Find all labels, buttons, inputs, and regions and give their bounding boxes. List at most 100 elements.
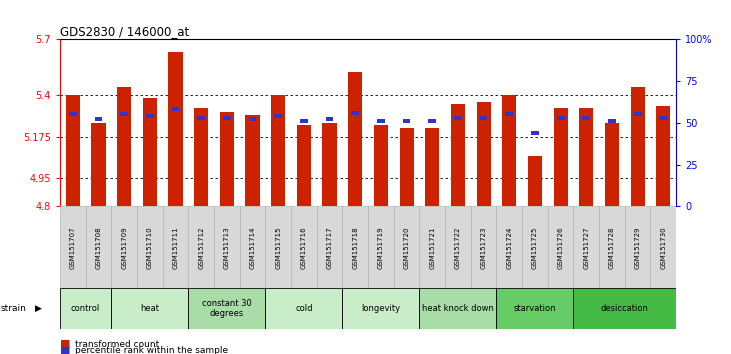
Bar <box>420 206 445 288</box>
Bar <box>553 108 568 206</box>
Bar <box>60 206 86 288</box>
Text: GSM151716: GSM151716 <box>301 226 307 269</box>
Text: heat: heat <box>140 304 159 313</box>
Bar <box>557 116 564 120</box>
Text: GSM151710: GSM151710 <box>147 226 153 269</box>
Bar <box>66 95 80 206</box>
Text: GSM151724: GSM151724 <box>507 226 512 269</box>
Text: GSM151723: GSM151723 <box>480 226 487 269</box>
Text: transformed count: transformed count <box>75 339 159 349</box>
Text: starvation: starvation <box>514 304 556 313</box>
Text: GSM151730: GSM151730 <box>660 226 667 269</box>
Bar <box>368 206 394 288</box>
Text: GSM151707: GSM151707 <box>69 226 76 269</box>
Bar <box>631 87 645 206</box>
Bar <box>583 116 590 120</box>
Bar <box>352 110 359 115</box>
Bar <box>477 102 491 206</box>
Bar <box>265 206 291 288</box>
Bar <box>94 117 102 121</box>
Bar <box>60 288 111 329</box>
Bar <box>428 119 436 123</box>
Bar <box>634 112 642 116</box>
Text: GSM151711: GSM151711 <box>173 226 178 269</box>
Text: heat knock down: heat knock down <box>422 304 494 313</box>
Bar <box>117 87 131 206</box>
Bar <box>454 116 462 120</box>
Text: GSM151714: GSM151714 <box>249 226 256 269</box>
Bar <box>531 131 539 135</box>
Text: GSM151721: GSM151721 <box>429 226 435 269</box>
Bar <box>400 128 414 206</box>
Bar <box>496 288 574 329</box>
Bar <box>271 95 285 206</box>
Bar <box>420 288 496 329</box>
Text: ▶: ▶ <box>35 304 42 313</box>
Bar <box>143 98 157 206</box>
Text: GSM151718: GSM151718 <box>352 226 358 269</box>
Bar <box>274 114 282 118</box>
Bar <box>656 106 670 206</box>
Bar <box>297 125 311 206</box>
Bar <box>162 206 189 288</box>
Bar <box>249 117 257 121</box>
Text: longevity: longevity <box>361 304 401 313</box>
Text: GSM151715: GSM151715 <box>275 226 281 269</box>
Text: percentile rank within the sample: percentile rank within the sample <box>75 346 227 354</box>
Bar <box>137 206 162 288</box>
Bar <box>502 95 516 206</box>
Bar <box>194 108 208 206</box>
Bar <box>342 288 420 329</box>
Bar <box>659 116 667 120</box>
Bar <box>111 288 189 329</box>
Bar <box>574 206 599 288</box>
Bar <box>300 119 308 123</box>
Bar <box>291 206 317 288</box>
Bar <box>625 206 651 288</box>
Text: GSM151727: GSM151727 <box>583 226 589 269</box>
Bar <box>374 125 388 206</box>
Text: control: control <box>71 304 100 313</box>
Bar <box>651 206 676 288</box>
Bar <box>322 123 336 206</box>
Text: GSM151719: GSM151719 <box>378 226 384 269</box>
Bar <box>445 206 471 288</box>
Bar <box>86 206 111 288</box>
Text: GSM151720: GSM151720 <box>404 226 409 269</box>
Bar <box>69 112 77 116</box>
Bar <box>574 288 676 329</box>
Text: desiccation: desiccation <box>601 304 648 313</box>
Text: GDS2830 / 146000_at: GDS2830 / 146000_at <box>60 25 189 38</box>
Bar <box>317 206 342 288</box>
Bar <box>246 115 260 206</box>
Text: ■: ■ <box>60 339 70 349</box>
Bar <box>496 206 522 288</box>
Text: strain: strain <box>1 304 26 313</box>
Text: GSM151726: GSM151726 <box>558 226 564 269</box>
Bar <box>451 104 465 206</box>
Bar <box>197 116 205 120</box>
Bar <box>480 116 488 120</box>
Bar <box>608 119 616 123</box>
Bar <box>471 206 496 288</box>
Bar <box>528 156 542 206</box>
Bar <box>240 206 265 288</box>
Text: cold: cold <box>295 304 313 313</box>
Text: constant 30
degrees: constant 30 degrees <box>202 299 251 319</box>
Text: GSM151713: GSM151713 <box>224 226 230 269</box>
Bar <box>425 128 439 206</box>
Bar <box>505 112 513 116</box>
Bar <box>168 52 183 206</box>
Bar <box>325 117 333 121</box>
Bar <box>265 288 342 329</box>
Bar <box>599 206 625 288</box>
Bar <box>403 119 411 123</box>
Text: GSM151722: GSM151722 <box>455 226 461 269</box>
Bar <box>220 112 234 206</box>
Bar <box>377 119 385 123</box>
Bar <box>342 206 368 288</box>
Text: GSM151717: GSM151717 <box>327 226 333 269</box>
Text: GSM151728: GSM151728 <box>609 226 615 269</box>
Bar <box>223 116 231 120</box>
Text: GSM151729: GSM151729 <box>635 226 640 269</box>
